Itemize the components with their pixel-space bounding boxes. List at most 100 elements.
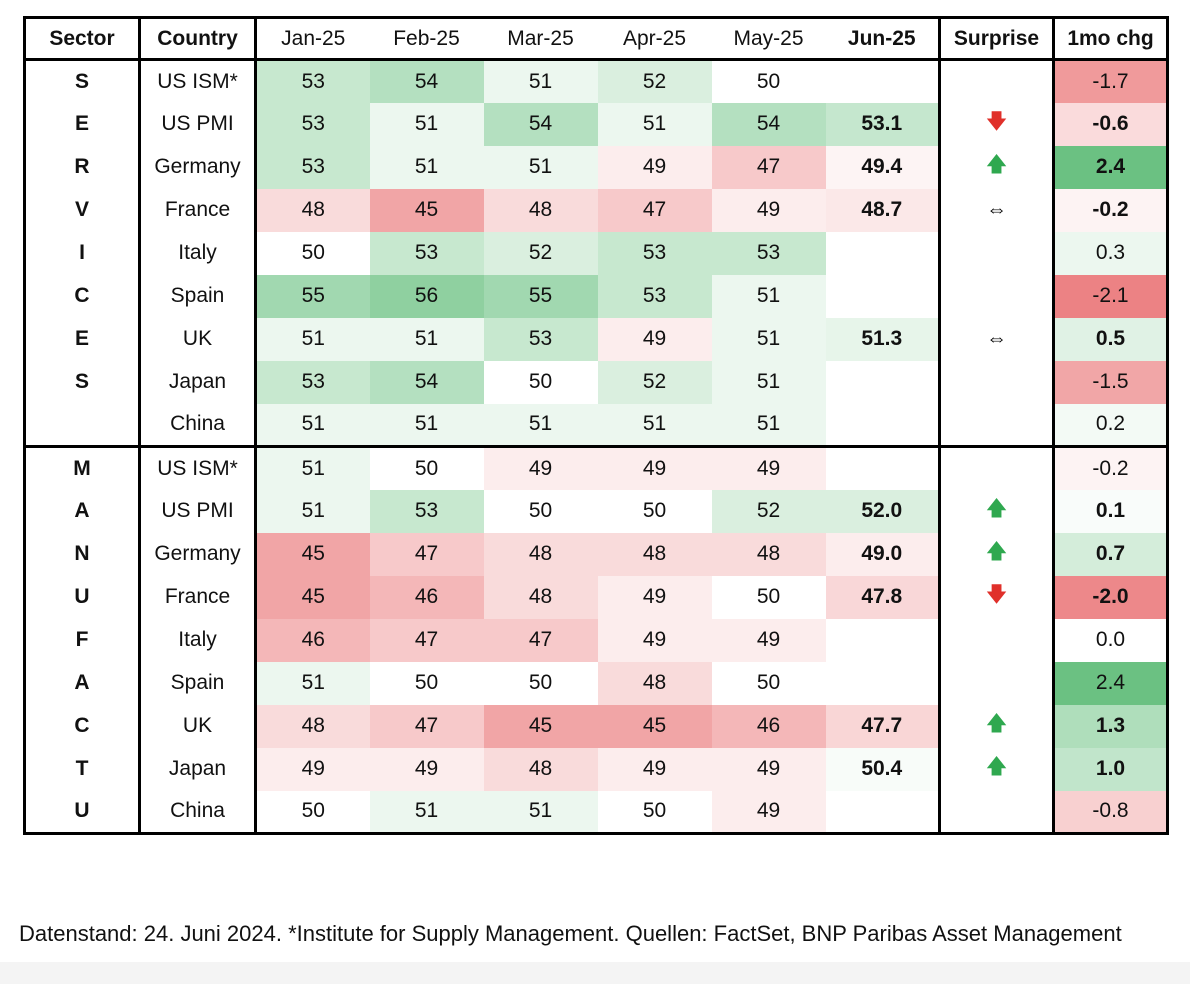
- footnote: Datenstand: 24. Juni 2024. *Institute fo…: [19, 921, 1122, 946]
- table-row: F Italy 46 47 47 49 49 0.0: [24, 618, 1168, 662]
- value-cell-may: 53: [711, 231, 826, 275]
- country-cell: US ISM*: [139, 59, 257, 103]
- surprise-cell: [939, 59, 1055, 103]
- table-row: M US ISM* 51 50 49 49 49 -0.2: [24, 445, 1168, 490]
- table-row: U China 50 51 51 50 49 -0.8: [24, 790, 1168, 834]
- value-cell-jan: 48: [255, 188, 370, 232]
- value-cell-may: 48: [711, 532, 826, 576]
- arrow-up-icon: 🡅: [985, 754, 1008, 778]
- value-cell-mar: 48: [483, 532, 598, 576]
- surprise-cell: [939, 274, 1055, 318]
- value-cell-jun: 53.1: [825, 102, 941, 146]
- header-may: May-25: [711, 17, 826, 61]
- surprise-cell: [939, 790, 1055, 834]
- country-cell: France: [139, 188, 257, 232]
- arrow-down-icon: 🡇: [985, 582, 1008, 606]
- value-cell-feb: 56: [369, 274, 484, 318]
- header-1mo-chg: 1mo chg: [1053, 17, 1168, 61]
- value-cell-apr: 47: [597, 188, 712, 232]
- sector-letter: N: [24, 532, 141, 576]
- arrow-left-right-icon: ⇔: [986, 327, 1007, 350]
- value-cell-feb: 51: [369, 102, 484, 146]
- value-cell-jan: 51: [255, 403, 370, 447]
- value-cell-mar: 45: [483, 704, 598, 748]
- sector-letter: V: [24, 188, 141, 232]
- value-cell-may: 46: [711, 704, 826, 748]
- table-row: N Germany 45 47 48 48 48 49.0 🡅 0.7: [24, 532, 1168, 576]
- change-cell: 1.3: [1053, 704, 1168, 748]
- sector-letter: A: [24, 489, 141, 533]
- value-cell-apr: 49: [597, 317, 712, 361]
- value-cell-apr: 53: [597, 274, 712, 318]
- table-row: S Japan 53 54 50 52 51 -1.5: [24, 360, 1168, 404]
- surprise-cell: [939, 445, 1055, 490]
- surprise-cell: 🡅: [939, 145, 1055, 189]
- table-row: I Italy 50 53 52 53 53 0.3: [24, 231, 1168, 275]
- value-cell-apr: 49: [597, 575, 712, 619]
- sector-letter: E: [24, 317, 141, 361]
- value-cell-jan: 48: [255, 704, 370, 748]
- table-row: S US ISM* 53 54 51 52 50 -1.7: [24, 59, 1168, 103]
- value-cell-apr: 48: [597, 532, 712, 576]
- value-cell-may: 51: [711, 403, 826, 447]
- value-cell-feb: 54: [369, 59, 484, 103]
- sector-letter: M: [24, 445, 141, 490]
- change-cell: -0.2: [1053, 445, 1168, 490]
- value-cell-jun: [825, 403, 941, 447]
- surprise-cell: [939, 618, 1055, 662]
- table-row: V France 48 45 48 47 49 48.7 ⇔ -0.2: [24, 188, 1168, 232]
- header-jan: Jan-25: [255, 17, 370, 61]
- value-cell-may: 49: [711, 747, 826, 791]
- value-cell-jun: 47.7: [825, 704, 941, 748]
- header-feb: Feb-25: [369, 17, 484, 61]
- table-row: China 51 51 51 51 51 0.2: [24, 403, 1168, 447]
- value-cell-may: 50: [711, 661, 826, 705]
- value-cell-mar: 48: [483, 575, 598, 619]
- value-cell-jun: [825, 274, 941, 318]
- value-cell-jun: 48.7: [825, 188, 941, 232]
- header-jun: Jun-25: [825, 17, 941, 61]
- value-cell-apr: 49: [597, 445, 712, 490]
- value-cell-may: 49: [711, 790, 826, 834]
- surprise-cell: 🡅: [939, 747, 1055, 791]
- value-cell-feb: 47: [369, 532, 484, 576]
- change-cell: 0.1: [1053, 489, 1168, 533]
- value-cell-jan: 53: [255, 59, 370, 103]
- header-surprise: Surprise: [939, 17, 1055, 61]
- value-cell-jan: 49: [255, 747, 370, 791]
- sector-letter: U: [24, 575, 141, 619]
- change-cell: 2.4: [1053, 145, 1168, 189]
- table-row: E US PMI 53 51 54 51 54 53.1 🡇 -0.6: [24, 102, 1168, 146]
- value-cell-mar: 53: [483, 317, 598, 361]
- value-cell-feb: 53: [369, 489, 484, 533]
- value-cell-feb: 49: [369, 747, 484, 791]
- sector-letter: [24, 403, 141, 447]
- value-cell-jun: [825, 618, 941, 662]
- value-cell-jun: [825, 231, 941, 275]
- sector-letter: U: [24, 790, 141, 834]
- value-cell-mar: 50: [483, 489, 598, 533]
- table-row: C UK 48 47 45 45 46 47.7 🡅 1.3: [24, 704, 1168, 748]
- footer-bar: [0, 962, 1190, 984]
- value-cell-may: 51: [711, 360, 826, 404]
- change-cell: -1.5: [1053, 360, 1168, 404]
- country-cell: Spain: [139, 274, 257, 318]
- header-sector: Sector: [24, 17, 141, 61]
- surprise-cell: [939, 360, 1055, 404]
- header-apr: Apr-25: [597, 17, 712, 61]
- country-cell: Italy: [139, 618, 257, 662]
- value-cell-jan: 50: [255, 231, 370, 275]
- value-cell-mar: 50: [483, 661, 598, 705]
- value-cell-apr: 49: [597, 618, 712, 662]
- change-cell: -0.8: [1053, 790, 1168, 834]
- country-cell: China: [139, 790, 257, 834]
- value-cell-mar: 48: [483, 747, 598, 791]
- country-cell: Japan: [139, 360, 257, 404]
- value-cell-apr: 50: [597, 489, 712, 533]
- value-cell-mar: 49: [483, 445, 598, 490]
- value-cell-apr: 51: [597, 102, 712, 146]
- value-cell-jun: [825, 790, 941, 834]
- value-cell-mar: 55: [483, 274, 598, 318]
- value-cell-may: 50: [711, 575, 826, 619]
- value-cell-mar: 52: [483, 231, 598, 275]
